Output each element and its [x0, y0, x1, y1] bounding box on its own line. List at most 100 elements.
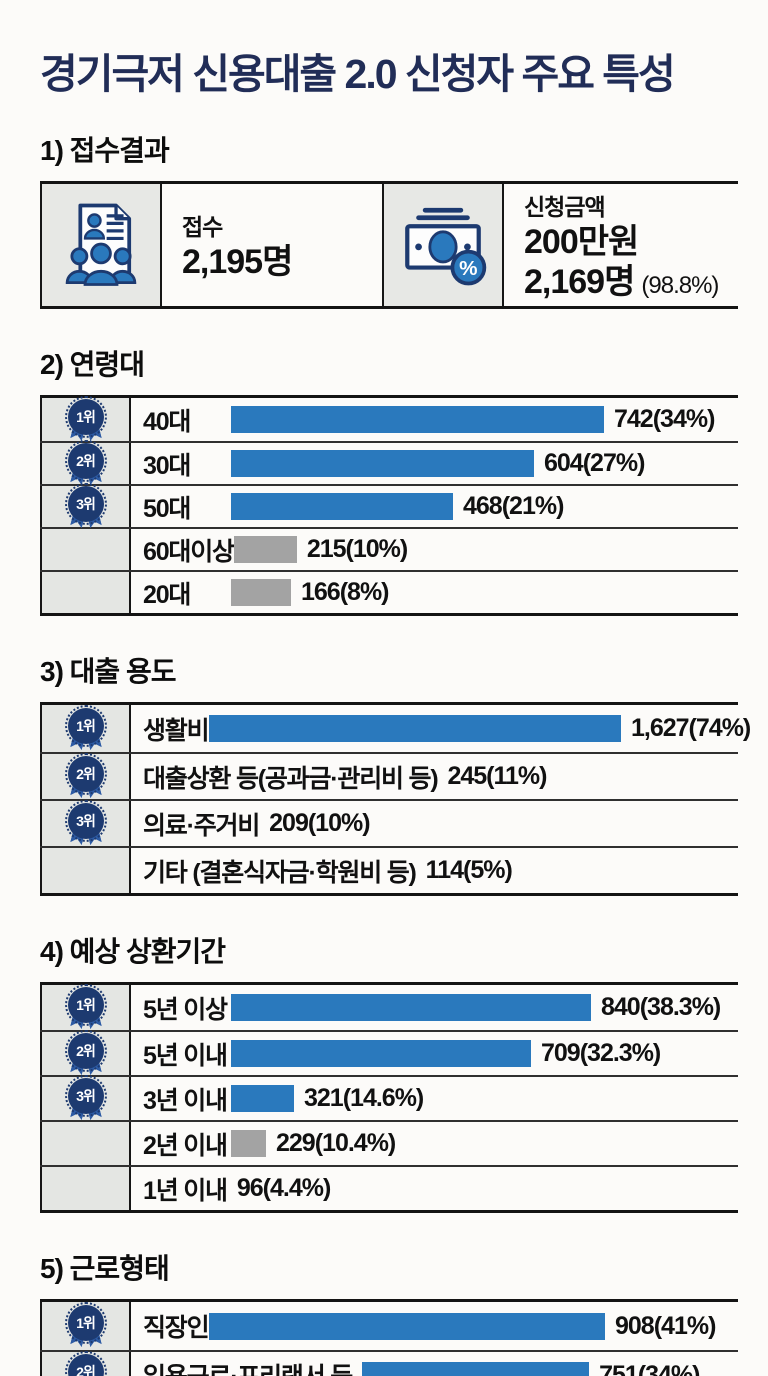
row-content: 의료·주거비 209(10%): [131, 801, 738, 846]
value-label: 321(14.6%): [304, 1084, 424, 1113]
rank-2-medal-badge: 2위: [64, 752, 107, 798]
table-row: 3위 50대 468(21%): [40, 482, 738, 528]
rank-3-medal-badge: 3위: [64, 1074, 107, 1120]
rank-cell: 3위: [40, 1074, 131, 1121]
rank-label: 1위: [64, 1302, 107, 1345]
row-content: 3년 이내 321(14.6%): [131, 1077, 738, 1120]
table-row: 1위 5년 이상 840(38.3%): [40, 983, 738, 1031]
category-label: 60대이상: [143, 537, 235, 566]
amount-card-text: 신청금액 200만원 2,169명 (98.8%): [504, 184, 738, 306]
row-content: 2년 이내 229(10.4%): [131, 1122, 738, 1165]
table-row: 20대 166(8%): [40, 570, 738, 614]
table-row: 2년 이내 229(10.4%): [40, 1120, 738, 1166]
table-row: 1위 생활비 1,627(74%): [40, 704, 751, 753]
rank-label: 1위: [64, 395, 107, 438]
table-row: 2위 일용근로·프리랜서 등 751(34%): [40, 1350, 738, 1376]
rank-2-medal-badge: 2위: [64, 1351, 107, 1376]
value-bar: [362, 1361, 590, 1376]
rank-cell: 2위: [40, 1029, 131, 1076]
rank-cell-empty: [40, 529, 131, 571]
applicants-count: 2,195명: [182, 243, 293, 282]
table-row: 60대이상 215(10%): [40, 527, 738, 571]
row-content: 20대 166(8%): [131, 572, 738, 613]
category-label: 50대: [143, 494, 191, 523]
value-bar: [231, 406, 604, 434]
rank-cell: 1위: [40, 1302, 131, 1351]
rank-cell-empty: [40, 1122, 131, 1166]
category-label: 생활비: [143, 716, 210, 745]
value-bar: [209, 715, 621, 743]
category-label: 일용근로·프리랜서 등: [143, 1357, 353, 1376]
rank-cell: 1위: [40, 983, 131, 1031]
row-content: 대출상환 등(공과금·관리비 등) 245(11%): [131, 754, 738, 799]
rank-cell: 2위: [40, 752, 131, 800]
amount-label: 신청금액: [524, 194, 606, 221]
value-bar: [231, 450, 534, 478]
rank-cell: 1위: [40, 395, 131, 442]
rank-cell: 3위: [40, 482, 131, 528]
value-label: 468(21%): [463, 492, 564, 521]
value-bar: [231, 579, 291, 607]
rank-label: 3위: [64, 1074, 107, 1117]
table-row: 3위 의료·주거비 209(10%): [40, 799, 738, 847]
rank-cell-empty: [40, 848, 131, 894]
value-bar: [233, 536, 297, 564]
table-row: 1년 이내 96(4.4%): [40, 1165, 738, 1211]
money-percent-icon: %: [405, 208, 487, 286]
value-label: 709(32.3%): [541, 1039, 661, 1068]
amount-value: 200만원: [524, 223, 639, 262]
category-label: 30대: [143, 451, 191, 480]
rank-2-medal-badge: 2위: [64, 1029, 107, 1075]
amount-count: 2,169명: [524, 263, 635, 302]
category-label: 5년 이상: [143, 995, 228, 1024]
row-content: 직장인 908(41%): [131, 1302, 738, 1350]
table-row: 3위 3년 이내 321(14.6%): [40, 1074, 738, 1121]
rank-cell-empty: [40, 572, 131, 614]
row-content: 생활비 1,627(74%): [131, 705, 751, 752]
row-content: 50대 468(21%): [131, 486, 738, 527]
value-bar: [231, 994, 591, 1022]
category-label: 대출상환 등(공과금·관리비 등): [143, 764, 439, 793]
amount-percent-note: (98.8%): [641, 272, 719, 300]
row-content: 5년 이내 709(32.3%): [131, 1032, 738, 1075]
rank-1-medal-badge: 1위: [64, 983, 107, 1029]
purpose-table: 1위 생활비 1,627(74%) 2위 대출상환 등(공과금·관리비 등) 2…: [40, 702, 751, 897]
value-label: 215(10%): [306, 535, 408, 564]
section-heading-reception: 1) 접수결과: [40, 135, 170, 167]
rank-1-medal-badge: 1위: [64, 1302, 107, 1347]
applicants-label: 접수: [182, 214, 223, 241]
value-label: 114(5%): [425, 856, 513, 885]
section-heading-repayment: 4) 예상 상환기간: [40, 936, 226, 968]
table-row: 기타 (결혼식자금·학원비 등) 114(5%): [40, 846, 738, 894]
rank-1-medal-badge: 1위: [64, 395, 107, 441]
rank-label: 2위: [64, 752, 107, 795]
category-label: 20대: [143, 580, 191, 609]
row-content: 30대 604(27%): [131, 443, 738, 484]
value-label: 229(10.4%): [276, 1129, 396, 1158]
category-label: 3년 이내: [143, 1086, 228, 1115]
rank-label: 3위: [64, 799, 107, 842]
value-label: 742(34%): [614, 405, 715, 434]
section-heading-age: 2) 연령대: [40, 349, 145, 381]
category-label: 5년 이내: [143, 1041, 228, 1070]
amount-icon-cell: %: [382, 184, 504, 307]
value-label: 604(27%): [544, 449, 645, 478]
amount-count-line: 2,169명 (98.8%): [524, 262, 738, 302]
table-row: 2위 5년 이내 709(32.3%): [40, 1029, 738, 1076]
value-label: 166(8%): [301, 578, 389, 607]
category-label: 40대: [143, 407, 191, 436]
value-bar: [231, 493, 453, 521]
applicants-document-icon: [65, 203, 137, 287]
rank-cell: 2위: [40, 1351, 131, 1376]
value-bar: [231, 1085, 294, 1113]
table-row: 2위 대출상환 등(공과금·관리비 등) 245(11%): [40, 752, 738, 800]
value-bar: [209, 1312, 605, 1340]
row-content: 1년 이내 96(4.4%): [131, 1167, 738, 1210]
table-row: 1위 40대 742(34%): [40, 395, 738, 442]
value-label: 96(4.4%): [236, 1174, 331, 1203]
rank-label: 2위: [64, 1029, 107, 1072]
rank-cell: 1위: [40, 704, 131, 753]
repayment-table: 1위 5년 이상 840(38.3%) 2위 5년 이내 709(32.3%) …: [40, 982, 738, 1214]
category-label: 2년 이내: [143, 1131, 228, 1160]
